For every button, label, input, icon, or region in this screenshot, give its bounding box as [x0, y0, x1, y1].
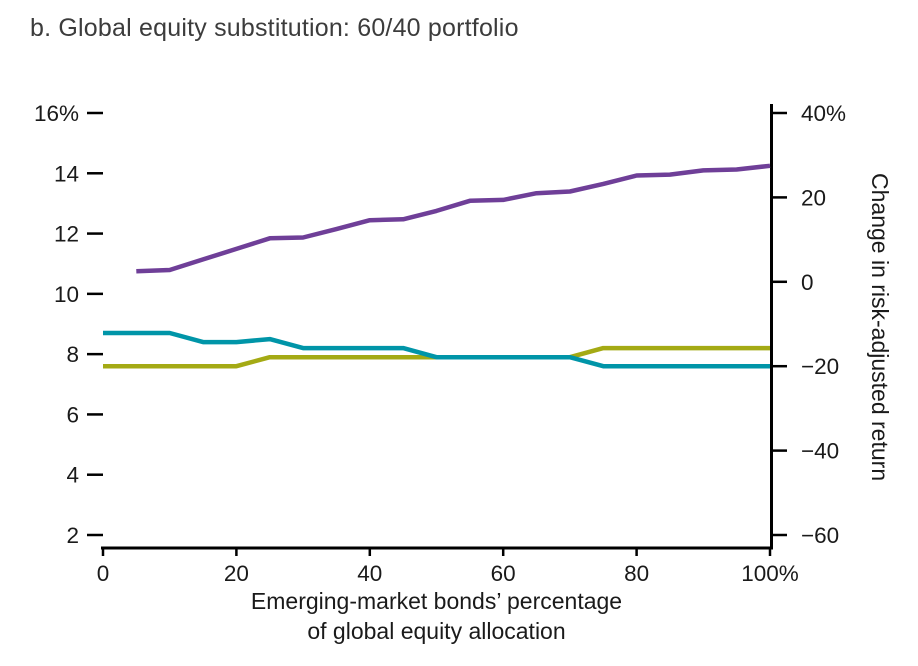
right-axis-tick-label: −60	[801, 523, 839, 548]
left-axis-tick-label: 14	[54, 161, 79, 186]
right-axis-tick-label: 40%	[801, 101, 846, 126]
x-axis-label: Emerging-market bonds’ percentage of glo…	[103, 586, 770, 647]
left-axis-tick-label: 4	[66, 463, 79, 488]
x-axis-tick-label: 80	[624, 561, 649, 586]
x-axis-tick-label: 20	[224, 561, 249, 586]
right-axis-tick-label: −20	[801, 354, 839, 379]
x-axis-label-line1: Emerging-market bonds’ percentage	[250, 588, 623, 614]
x-axis-tick-label: 0	[97, 561, 110, 586]
right-y-axis-label: Change in risk-adjusted return	[867, 172, 893, 482]
x-axis-tick-label: 60	[491, 561, 516, 586]
left-axis-tick-label: 6	[66, 402, 79, 427]
x-axis-label-line2: of global equity allocation	[307, 618, 566, 645]
series-teal-line	[103, 330, 770, 369]
left-axis-tick-label: 10	[54, 282, 79, 307]
right-axis-tick-label: −40	[801, 439, 839, 464]
left-axis-tick-label: 8	[66, 342, 79, 367]
left-axis-tick-label: 16%	[34, 101, 79, 126]
right-axis-tick-label: 0	[801, 270, 814, 295]
chart-title: b. Global equity substitution: 60/40 por…	[30, 14, 519, 42]
x-axis-tick-label: 40	[357, 561, 382, 586]
left-axis-tick-label: 2	[66, 523, 79, 548]
x-axis-tick-label: 100%	[741, 561, 799, 586]
right-axis-tick-label: 20	[801, 185, 826, 210]
series-purple-line-change-in-risk-adjusted-return	[136, 163, 771, 274]
left-axis-tick-label: 12	[54, 222, 79, 247]
